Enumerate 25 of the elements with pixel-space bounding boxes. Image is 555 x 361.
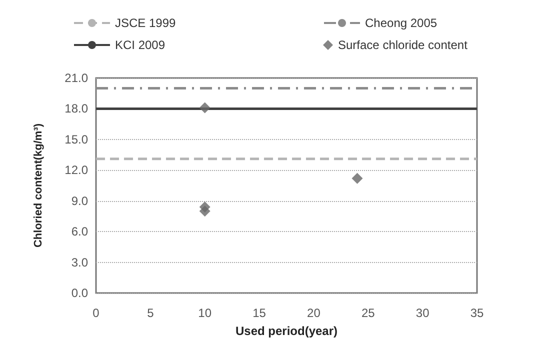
point (352, 172, 363, 184)
x-tick-label: 0 (92, 306, 100, 320)
y-tick-label: 18.0 (64, 102, 88, 116)
x-tick-label: 20 (307, 306, 321, 320)
x-tick-label: 30 (416, 306, 430, 320)
y-tick-label: 9.0 (71, 194, 88, 208)
y-tick-label: 15.0 (64, 132, 88, 146)
y-tick-label: 21.0 (64, 71, 88, 85)
x-tick-label: 25 (361, 306, 376, 320)
legend-label: KCI 2009 (115, 38, 166, 52)
legend-label: JSCE 1999 (115, 16, 176, 30)
legend-label: Cheong 2005 (365, 16, 438, 30)
x-tick-label: 5 (147, 306, 154, 320)
y-axis-title: Chloried content(kg/m³) (32, 123, 44, 248)
legend-label: Surface chloride content (338, 38, 468, 52)
point (199, 206, 210, 217)
y-tick-label: 0.0 (71, 286, 88, 300)
x-tick-label: 10 (198, 306, 212, 320)
y-tick-label: 12.0 (64, 163, 88, 178)
point (199, 102, 210, 114)
x-tick-label: 15 (252, 306, 266, 320)
y-tick-label: 6.0 (71, 224, 88, 239)
y-tick-label: 3.0 (71, 255, 88, 270)
x-tick-label: 35 (470, 306, 484, 320)
x-axis-title: Used period(year) (235, 324, 338, 338)
